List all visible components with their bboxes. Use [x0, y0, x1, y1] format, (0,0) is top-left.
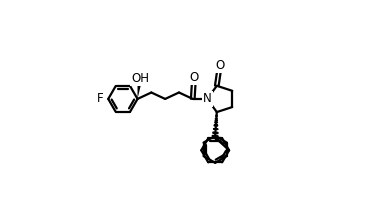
- Text: N: N: [203, 92, 212, 105]
- Polygon shape: [137, 81, 142, 99]
- Text: O: O: [189, 71, 198, 84]
- Text: F: F: [97, 92, 104, 105]
- Text: OH: OH: [132, 71, 149, 84]
- Text: O: O: [215, 59, 224, 71]
